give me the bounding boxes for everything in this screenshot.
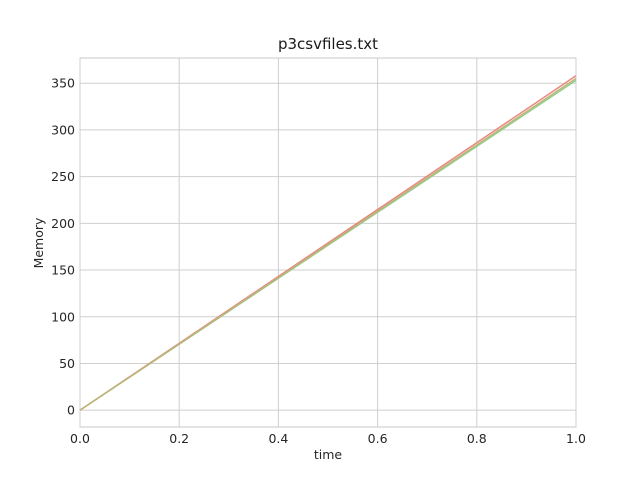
- grid: [79, 58, 577, 427]
- series-group: [79, 75, 577, 411]
- x-tick-label: 0.4: [268, 431, 288, 446]
- chart-title: p3csvfiles.txt: [278, 35, 378, 53]
- x-tick-label: 0.8: [467, 431, 487, 446]
- y-tick-label: 300: [51, 122, 75, 137]
- y-tick-label: 0: [67, 403, 75, 418]
- y-axis-label: Memory: [31, 217, 46, 268]
- x-tick-label: 0.0: [70, 431, 90, 446]
- x-tick-label: 1.0: [566, 431, 586, 446]
- y-tick-label: 350: [51, 76, 75, 91]
- x-axis-label: time: [314, 447, 343, 462]
- x-tick-label: 0.2: [169, 431, 189, 446]
- y-tick-label: 250: [51, 169, 75, 184]
- y-tick-label: 200: [51, 216, 75, 231]
- y-tick-label: 100: [51, 309, 75, 324]
- y-tick-label: 150: [51, 263, 75, 278]
- y-tick-labels: 0 50 100 150 200 250 300 350: [51, 76, 75, 418]
- series-line-3: [79, 77, 577, 411]
- x-tick-labels: 0.0 0.2 0.4 0.6 0.8 1.0: [70, 431, 586, 446]
- y-tick-label: 50: [59, 356, 75, 371]
- x-tick-label: 0.6: [368, 431, 388, 446]
